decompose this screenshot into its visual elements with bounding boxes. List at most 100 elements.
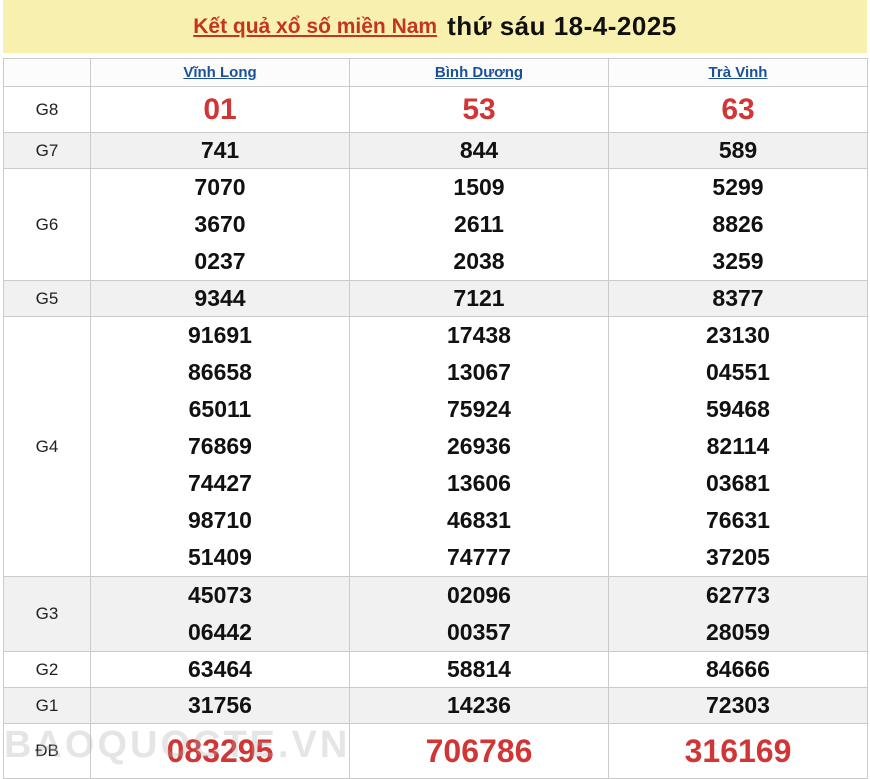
prize-number: 1509 bbox=[453, 174, 505, 200]
prize-number: 28059 bbox=[706, 619, 770, 645]
prize-number: 75924 bbox=[447, 396, 511, 422]
prize-number: 083295 bbox=[166, 733, 274, 769]
prize-number: 00357 bbox=[447, 619, 511, 645]
prize-number: 14236 bbox=[447, 692, 511, 718]
title-link[interactable]: Kết quả xổ số miền Nam bbox=[193, 14, 438, 38]
prize-number: 7121 bbox=[453, 285, 505, 311]
prize-cell-db-col2: 706786 bbox=[349, 723, 609, 779]
page-banner: Kết quả xổ số miền Nam thứ sáu 18-4-2025 bbox=[3, 0, 867, 53]
prize-number: 37205 bbox=[706, 544, 770, 570]
prize-cell-g2-col3: 84666 bbox=[608, 651, 868, 688]
prize-number: 7070 bbox=[194, 174, 246, 200]
prize-row-g1: G1 31756 14236 72303 bbox=[3, 687, 868, 724]
prize-number: 2611 bbox=[454, 211, 504, 237]
prize-cell-g4-col2: 17438 13067 75924 26936 13606 46831 74777 bbox=[349, 316, 609, 577]
prize-number: 844 bbox=[459, 137, 499, 163]
prize-number: 316169 bbox=[684, 733, 792, 769]
prize-number: 13606 bbox=[447, 470, 511, 496]
title-date: thứ sáu 18-4-2025 bbox=[447, 11, 677, 41]
prize-number: 84666 bbox=[706, 656, 770, 682]
prize-label-g8: G8 bbox=[3, 86, 91, 133]
prize-number: 02096 bbox=[447, 582, 511, 608]
prize-number: 82114 bbox=[706, 433, 770, 459]
prize-cell-g5-col2: 7121 bbox=[349, 280, 609, 317]
prize-cell-g8-col1: 01 bbox=[90, 86, 350, 133]
prize-number: 03681 bbox=[706, 470, 770, 496]
prize-cell-g6-col3: 5299 8826 3259 bbox=[608, 168, 868, 281]
prize-number: 13067 bbox=[447, 359, 511, 385]
prize-cell-g3-col1: 45073 06442 bbox=[90, 576, 350, 652]
column-header-3[interactable]: Trà Vinh bbox=[608, 58, 868, 87]
prize-number: 04551 bbox=[706, 359, 770, 385]
prize-cell-g1-col1: 31756 bbox=[90, 687, 350, 724]
prize-row-g8: G8 01 53 63 bbox=[3, 86, 868, 133]
prize-label-g1: G1 bbox=[3, 687, 91, 724]
prize-row-g6: G6 7070 3670 0237 1509 2611 2038 5299 8826 3259 bbox=[3, 168, 868, 281]
prize-number: 65011 bbox=[188, 396, 252, 422]
prize-row-g3: G3 45073 06442 02096 00357 62773 28059 bbox=[3, 576, 868, 652]
prize-cell-g4-col1: 91691 86658 65011 76869 74427 98710 51409 bbox=[90, 316, 350, 577]
prize-number: 31756 bbox=[188, 692, 252, 718]
prize-number: 98710 bbox=[188, 507, 252, 533]
prize-number: 53 bbox=[462, 93, 496, 126]
prize-cell-db-col1: 083295 bbox=[90, 723, 350, 779]
prize-cell-db-col3: 316169 bbox=[608, 723, 868, 779]
prize-row-g4: G4 91691 86658 65011 76869 74427 98710 51409 174… bbox=[3, 316, 868, 577]
prize-number: 06442 bbox=[188, 619, 252, 645]
prize-cell-g6-col2: 1509 2611 2038 bbox=[349, 168, 609, 281]
prize-number: 8377 bbox=[712, 285, 764, 311]
prize-label-db: ĐB bbox=[3, 723, 91, 779]
prize-number: 45073 bbox=[188, 582, 252, 608]
prize-number: 72303 bbox=[706, 692, 770, 718]
prize-label-g4: G4 bbox=[3, 316, 91, 577]
prize-label-g7: G7 bbox=[3, 132, 91, 169]
prize-number: 58814 bbox=[447, 656, 511, 682]
results-table: Vĩnh Long Bình Dương Trà Vinh G8 01 53 63 G7 74… bbox=[3, 58, 868, 779]
prize-number: 741 bbox=[200, 137, 240, 163]
prize-label-g3: G3 bbox=[3, 576, 91, 652]
prize-number: 17438 bbox=[447, 322, 511, 348]
prize-number: 74427 bbox=[188, 470, 252, 496]
prize-number: 706786 bbox=[425, 733, 533, 769]
prize-number: 3670 bbox=[194, 211, 246, 237]
prize-row-g7: G7 741 844 589 bbox=[3, 132, 868, 169]
prize-number: 76631 bbox=[706, 507, 770, 533]
prize-number: 91691 bbox=[188, 322, 252, 348]
prize-number: 86658 bbox=[188, 359, 252, 385]
prize-number: 76869 bbox=[188, 433, 252, 459]
prize-number: 63464 bbox=[188, 656, 252, 682]
prize-cell-g4-col3: 23130 04551 59468 82114 03681 76631 37205 bbox=[608, 316, 868, 577]
prize-cell-g5-col3: 8377 bbox=[608, 280, 868, 317]
prize-row-g5: G5 9344 7121 8377 bbox=[3, 280, 868, 317]
prize-number: 46831 bbox=[447, 507, 511, 533]
prize-cell-g6-col1: 7070 3670 0237 bbox=[90, 168, 350, 281]
prize-number: 9344 bbox=[194, 285, 246, 311]
prize-number: 589 bbox=[718, 137, 758, 163]
prize-cell-g7-col1: 741 bbox=[90, 132, 350, 169]
prize-number: 62773 bbox=[706, 582, 770, 608]
prize-number: 74777 bbox=[447, 544, 511, 570]
prize-cell-g1-col2: 14236 bbox=[349, 687, 609, 724]
prize-number: 01 bbox=[203, 93, 237, 126]
prize-cell-g8-col3: 63 bbox=[608, 86, 868, 133]
prize-number: 3259 bbox=[712, 248, 764, 274]
prize-label-g6: G6 bbox=[3, 168, 91, 281]
prize-number: 23130 bbox=[706, 322, 770, 348]
column-header-1[interactable]: Vĩnh Long bbox=[90, 58, 350, 87]
prize-number: 8826 bbox=[712, 211, 764, 237]
prize-cell-g7-col2: 844 bbox=[349, 132, 609, 169]
prize-cell-g5-col1: 9344 bbox=[90, 280, 350, 317]
column-header-row: Vĩnh Long Bình Dương Trà Vinh bbox=[3, 58, 868, 87]
prize-row-db: ĐB 083295 706786 316169 bbox=[3, 723, 868, 779]
prize-cell-g3-col3: 62773 28059 bbox=[608, 576, 868, 652]
prize-number: 2038 bbox=[453, 248, 505, 274]
prize-number: 26936 bbox=[447, 433, 511, 459]
prize-cell-g8-col2: 53 bbox=[349, 86, 609, 133]
prize-number: 0237 bbox=[194, 248, 246, 274]
prize-number: 51409 bbox=[188, 544, 252, 570]
prize-label-g5: G5 bbox=[3, 280, 91, 317]
prize-cell-g1-col3: 72303 bbox=[608, 687, 868, 724]
prize-number: 59468 bbox=[706, 396, 770, 422]
results-body: G8 01 53 63 G7 741 844 589 G6 7070 3670 0237 1509 261… bbox=[3, 86, 868, 779]
column-header-2[interactable]: Bình Dương bbox=[349, 58, 609, 87]
